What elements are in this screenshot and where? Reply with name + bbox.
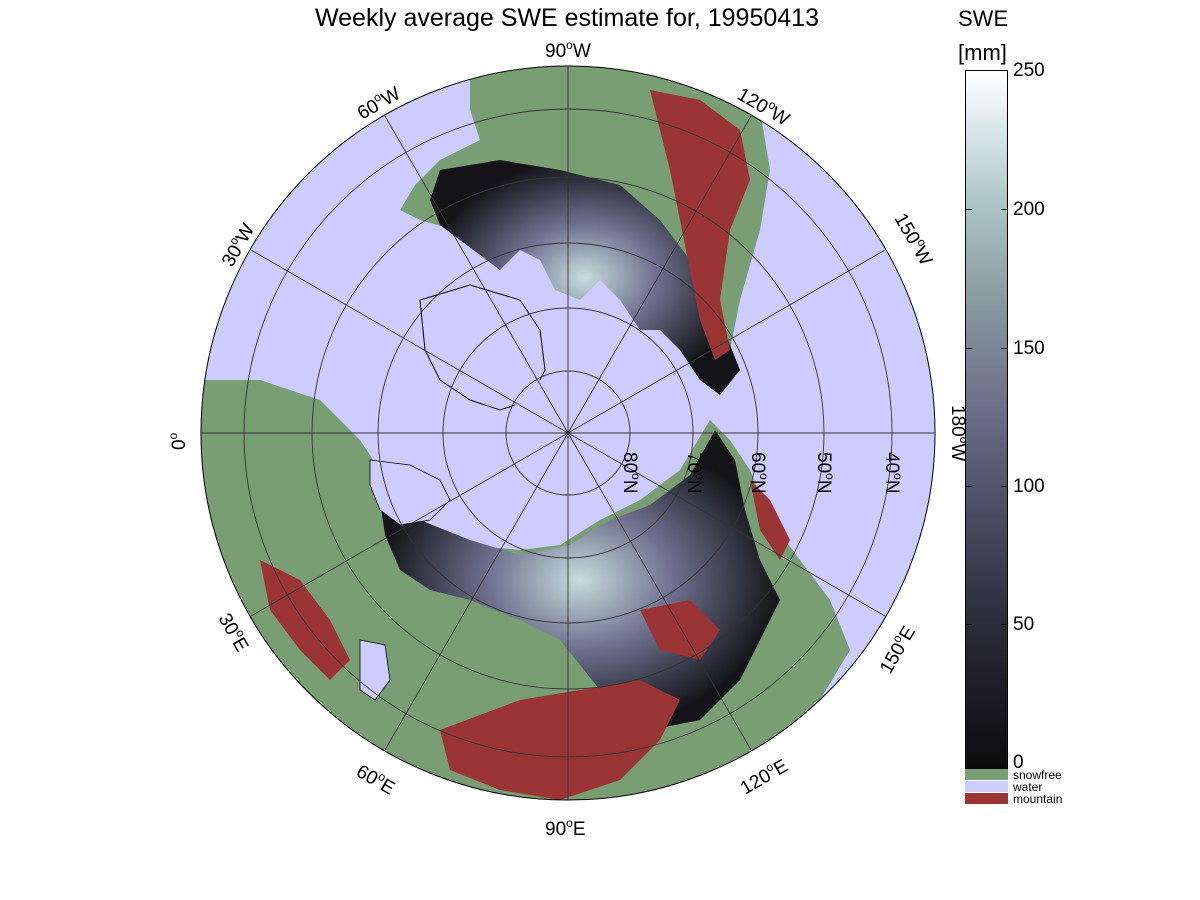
lat-label-40n: 40oN bbox=[881, 452, 905, 494]
legend-label-water: water bbox=[1013, 780, 1043, 794]
lat-label-60n: 60oN bbox=[747, 452, 771, 494]
colorbar-tickmark bbox=[1001, 486, 1008, 487]
mountain-rockies bbox=[650, 90, 750, 360]
meridian-line bbox=[567, 114, 752, 434]
colorbar-title: SWE bbox=[958, 6, 1009, 31]
colorbar-tick-100: 100 bbox=[1013, 476, 1045, 497]
colorbar-tick-50: 50 bbox=[1013, 614, 1035, 635]
colorbar-tickmark bbox=[1001, 209, 1008, 210]
lon-label-90w: 90oW bbox=[545, 38, 591, 62]
colorbar-unit: [mm] bbox=[958, 40, 1007, 65]
latitude-labels: 80oN 70oN 60oN 50oN 40oN bbox=[619, 452, 905, 494]
chart-title: Weekly average SWE estimate for, 1995041… bbox=[315, 4, 819, 32]
meridian-line bbox=[249, 249, 569, 434]
lon-label-60e: 60oE bbox=[353, 759, 400, 800]
lon-label-30e: 30oE bbox=[214, 609, 255, 656]
meridian-line bbox=[567, 432, 887, 617]
meridian-line bbox=[567, 432, 752, 752]
colorbar-tickmark bbox=[965, 486, 972, 487]
meridian-lines bbox=[201, 66, 935, 800]
legend-label-mountain: mountain bbox=[1013, 792, 1063, 806]
legend-swatch-snowfree bbox=[965, 769, 1008, 780]
colorbar-tickmark bbox=[1001, 624, 1008, 625]
mountain-central-asia bbox=[440, 680, 680, 800]
lon-label-90e: 90oE bbox=[545, 816, 586, 840]
lon-label-0: 0o bbox=[166, 432, 190, 450]
mountain-kamchatka bbox=[750, 480, 790, 560]
legend-swatch-water bbox=[965, 781, 1008, 792]
longitude-labels: 90oW 60oW 120oW 30oW 150oW 0o 180oW 30oE… bbox=[166, 38, 971, 840]
colorbar-tick-250: 250 bbox=[1013, 60, 1045, 81]
lat-label-70n: 70oN bbox=[683, 452, 707, 494]
lon-label-150w: 150oW bbox=[890, 209, 939, 270]
mountain-east-asia bbox=[640, 600, 720, 660]
baltic-sea bbox=[369, 459, 451, 526]
swe-colorbar bbox=[965, 70, 1008, 770]
colorbar-tick-150: 150 bbox=[1013, 338, 1045, 359]
snow-north-america bbox=[430, 160, 740, 395]
lon-label-120e: 120oE bbox=[736, 753, 792, 799]
meridian-line bbox=[249, 432, 569, 617]
colorbar-tickmark bbox=[965, 209, 972, 210]
lat-label-50n: 50oN bbox=[813, 452, 837, 494]
meridian-line bbox=[384, 114, 569, 434]
colorbar-tick-200: 200 bbox=[1013, 199, 1045, 220]
lon-label-150e: 150oE bbox=[874, 621, 920, 677]
lat-label-80n: 80oN bbox=[619, 452, 643, 494]
colorbar-tickmark bbox=[1001, 348, 1008, 349]
colorbar-tickmark bbox=[965, 624, 972, 625]
meridian-line bbox=[567, 249, 887, 434]
lon-label-180w: 180oW bbox=[947, 405, 971, 461]
colorbar-tickmark bbox=[965, 348, 972, 349]
meridian-line bbox=[384, 432, 569, 752]
legend-swatch-mountain bbox=[965, 793, 1008, 804]
colorbar-tick-0: 0 bbox=[1013, 752, 1024, 773]
legend-label-snowfree: snowfree bbox=[1013, 768, 1062, 782]
